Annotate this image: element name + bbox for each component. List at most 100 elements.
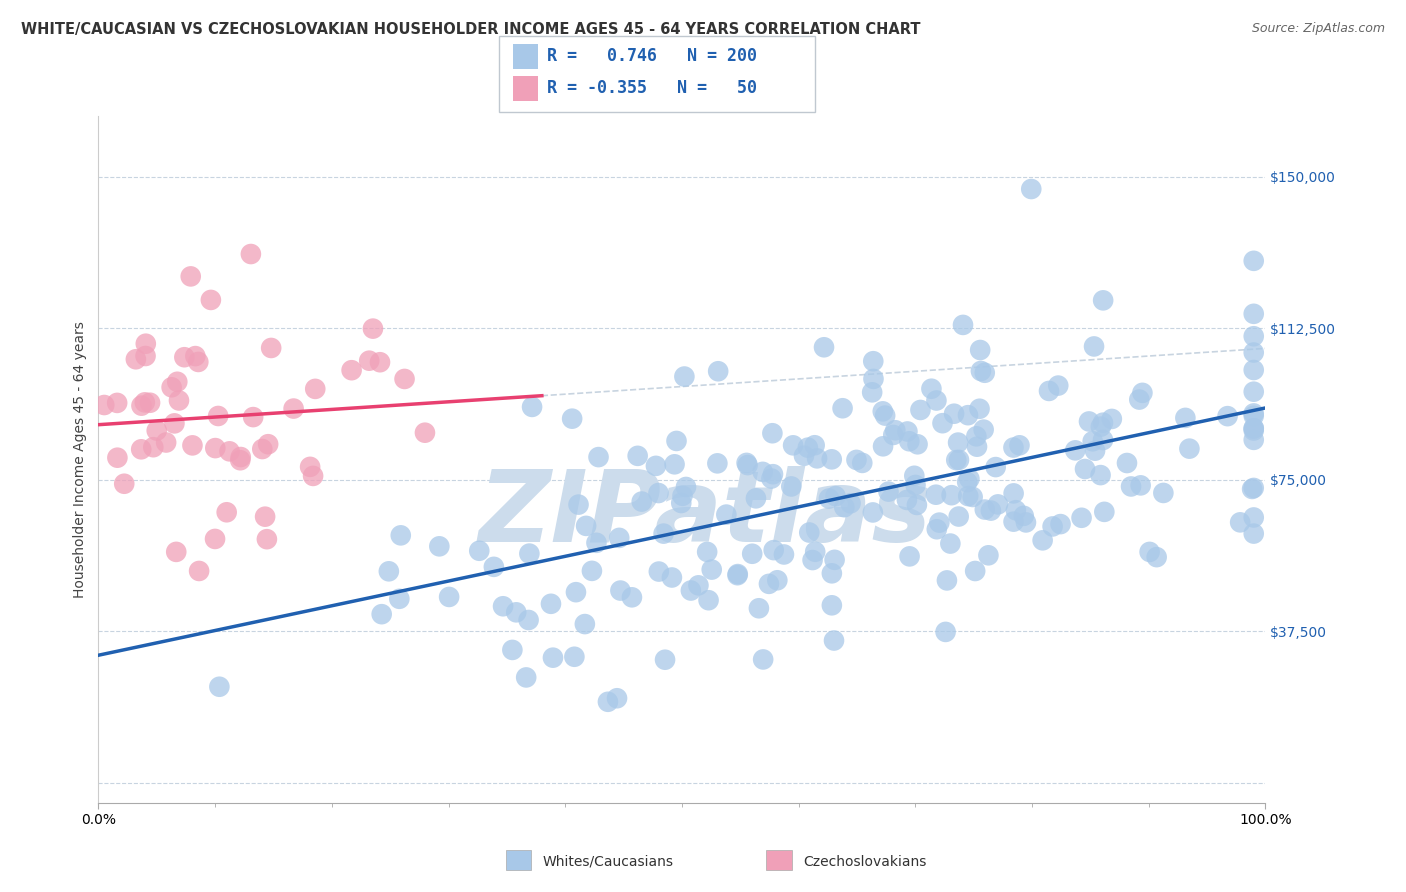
Point: [845, 453, 868, 467]
Point: [727, 567, 749, 582]
Point: [806, 451, 828, 466]
Point: [239, 247, 262, 261]
Point: [966, 440, 988, 454]
Point: [935, 624, 957, 639]
Point: [862, 505, 884, 519]
Point: [105, 396, 128, 410]
Point: [1042, 519, 1064, 533]
Point: [965, 564, 987, 578]
Point: [671, 496, 693, 510]
Point: [134, 395, 156, 409]
Point: [564, 649, 586, 664]
Point: [925, 522, 948, 536]
Point: [941, 488, 963, 502]
Point: [283, 401, 305, 416]
Point: [361, 321, 384, 335]
Point: [647, 486, 669, 500]
Point: [1178, 442, 1201, 456]
Point: [1243, 363, 1265, 377]
Point: [664, 458, 686, 472]
Point: [898, 549, 921, 564]
Point: [903, 468, 925, 483]
Point: [139, 396, 162, 410]
Point: [1241, 482, 1264, 496]
Point: [780, 479, 803, 493]
Point: [389, 528, 412, 542]
Point: [939, 536, 962, 550]
Point: [804, 545, 827, 559]
Point: [1101, 412, 1123, 426]
Point: [142, 440, 165, 454]
Point: [304, 382, 326, 396]
Point: [965, 429, 987, 443]
Point: [606, 691, 628, 706]
Point: [1084, 443, 1107, 458]
Point: [574, 617, 596, 632]
Point: [1081, 434, 1104, 449]
Point: [839, 496, 862, 510]
Point: [1002, 486, 1025, 500]
Point: [803, 438, 825, 452]
Point: [208, 680, 231, 694]
Point: [1038, 384, 1060, 398]
Point: [1243, 384, 1265, 399]
Point: [1243, 329, 1265, 343]
Point: [652, 526, 675, 541]
Point: [752, 652, 775, 666]
Point: [925, 488, 948, 502]
Point: [575, 519, 598, 533]
Point: [242, 410, 264, 425]
Point: [700, 563, 723, 577]
Point: [956, 475, 979, 489]
Point: [925, 393, 948, 408]
Point: [585, 536, 607, 550]
Point: [359, 353, 381, 368]
Point: [931, 416, 953, 430]
Point: [1152, 486, 1174, 500]
Point: [905, 498, 928, 512]
Point: [1243, 526, 1265, 541]
Point: [748, 601, 770, 615]
Point: [907, 437, 929, 451]
Point: [957, 472, 980, 486]
Point: [782, 438, 804, 452]
Point: [671, 489, 693, 503]
Point: [1243, 433, 1265, 447]
Point: [1092, 293, 1115, 308]
Point: [218, 444, 240, 458]
Point: [1002, 515, 1025, 529]
Point: [204, 532, 226, 546]
Point: [969, 401, 991, 416]
Point: [565, 585, 588, 599]
Point: [1128, 392, 1150, 407]
Point: [1091, 416, 1114, 430]
Point: [1008, 438, 1031, 452]
Point: [540, 597, 562, 611]
Point: [797, 441, 820, 455]
Point: [163, 417, 186, 431]
Point: [515, 670, 537, 684]
Point: [745, 491, 768, 506]
Point: [1090, 468, 1112, 483]
Point: [340, 363, 363, 377]
Point: [180, 269, 202, 284]
Point: [1074, 462, 1097, 476]
Point: [167, 393, 190, 408]
Point: [1019, 182, 1042, 196]
Point: [607, 531, 630, 545]
Point: [727, 568, 749, 582]
Point: [581, 564, 603, 578]
Point: [427, 539, 450, 553]
Point: [956, 408, 979, 422]
Point: [946, 435, 969, 450]
Point: [707, 364, 730, 378]
Point: [973, 366, 995, 380]
Point: [952, 318, 974, 332]
Point: [1243, 510, 1265, 524]
Point: [948, 453, 970, 467]
Y-axis label: Householder Income Ages 45 - 64 years: Householder Income Ages 45 - 64 years: [73, 321, 87, 598]
Point: [673, 369, 696, 384]
Point: [1243, 253, 1265, 268]
Point: [519, 547, 541, 561]
Point: [1032, 533, 1054, 548]
